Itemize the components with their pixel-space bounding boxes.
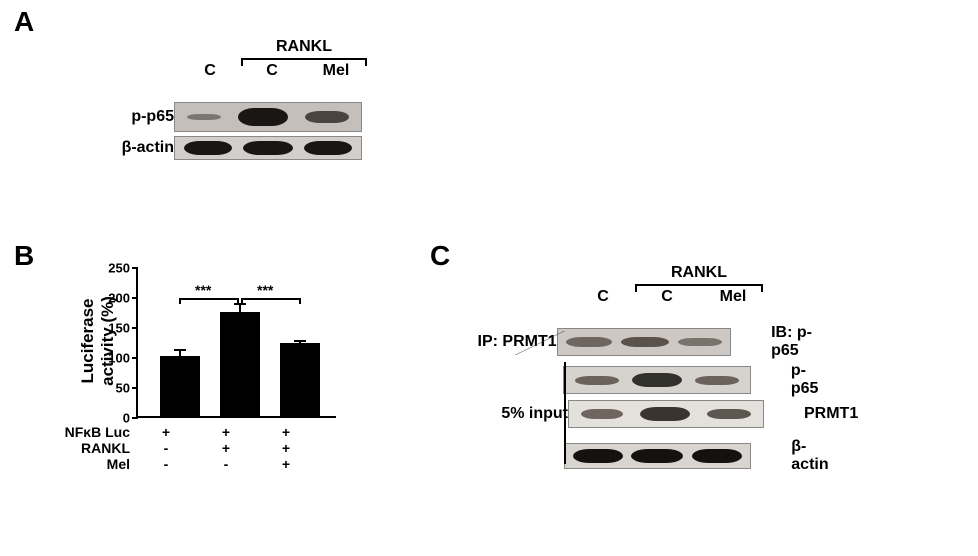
chart-bar	[280, 343, 320, 416]
condition-cell: +	[256, 424, 316, 440]
y-tick-label: 0	[123, 411, 138, 426]
error-bar	[239, 304, 241, 312]
y-tick-label: 250	[108, 261, 138, 276]
condition-row: NFκB Luc+++	[48, 424, 336, 440]
chart-bar	[220, 312, 260, 416]
bar-chart: 050100150200250******	[136, 268, 336, 418]
condition-label: RANKL	[48, 440, 136, 456]
condition-cell: +	[256, 440, 316, 456]
gel-band	[640, 407, 690, 421]
blot-gel	[563, 366, 750, 394]
sig-tick	[237, 298, 239, 304]
condition-cell: -	[136, 456, 196, 472]
lanec-mel: Mel	[700, 288, 766, 306]
blot-right-label: PRMT1	[764, 405, 858, 423]
blot-row: IP: PRMT1IB: p-p65	[470, 324, 832, 360]
condition-label: Mel	[48, 456, 136, 472]
gel-band	[631, 449, 683, 463]
lane-mel: Mel	[304, 62, 368, 80]
error-cap	[294, 340, 306, 342]
gel-band	[243, 141, 293, 155]
gel-band	[305, 111, 349, 123]
gel-band	[573, 449, 623, 463]
condition-cell: +	[256, 456, 316, 472]
panel-c-label: C	[430, 240, 450, 272]
gel-band	[238, 108, 288, 126]
condition-row: RANKL-++	[48, 440, 336, 456]
ylabel-line1: Luciferase	[78, 266, 98, 416]
panel-a-label: A	[14, 6, 34, 38]
condition-cell: +	[196, 440, 256, 456]
gel-band	[678, 338, 722, 346]
sig-tick	[241, 298, 243, 304]
lanec-c1: C	[572, 288, 634, 306]
lane-c1: C	[180, 62, 240, 80]
blot-gel	[557, 328, 731, 356]
blot-right-label: IB: p-p65	[731, 324, 832, 360]
rankl-bracket	[241, 58, 367, 60]
blot-left-label: 5% input	[470, 405, 568, 423]
gel-band	[187, 114, 221, 120]
blot-right-label: p-p65	[751, 362, 832, 398]
blot-row: p-p65	[470, 362, 832, 398]
sig-tick	[179, 298, 181, 304]
gel-band	[581, 409, 623, 419]
blot-right-label: β-actin	[751, 438, 841, 474]
rankl-bracket-c	[635, 284, 763, 286]
y-tick-label: 50	[116, 381, 138, 396]
sig-stars: ***	[195, 282, 211, 298]
rankl-header: RANKL	[240, 38, 368, 56]
gel-band	[707, 409, 751, 419]
panel-b: Luciferase activity (%) 050100150200250*…	[136, 268, 336, 472]
lanec-c2: C	[634, 288, 700, 306]
condition-table: NFκB Luc+++RANKL-++Mel--+	[48, 424, 336, 472]
panel-b-label: B	[14, 240, 34, 272]
gel-band	[621, 337, 669, 347]
sig-stars: ***	[257, 282, 273, 298]
condition-label: NFκB Luc	[48, 424, 136, 440]
y-tick-label: 200	[108, 291, 138, 306]
rankl-header-c: RANKL	[634, 264, 764, 282]
condition-cell: +	[196, 424, 256, 440]
panel-a-headers: RANKL C C Mel	[180, 38, 368, 80]
lane-c2: C	[240, 62, 304, 80]
actin-blot	[174, 136, 362, 160]
blot-gel	[564, 443, 752, 469]
gel-band	[304, 141, 352, 155]
condition-cell: -	[196, 456, 256, 472]
p-p65-blot	[174, 102, 362, 132]
panel-c-headers: RANKL C C Mel	[572, 264, 766, 306]
condition-row: Mel--+	[48, 456, 336, 472]
blot-gel	[568, 400, 764, 428]
y-tick-label: 150	[108, 321, 138, 336]
p-p65-label: p-p65	[112, 108, 174, 126]
chart-bar	[160, 356, 200, 416]
sig-line	[180, 298, 238, 300]
blot-row: β-actin	[470, 438, 841, 474]
condition-cell: -	[136, 440, 196, 456]
error-cap	[174, 349, 186, 351]
gel-band	[632, 373, 682, 387]
y-axis-label: Luciferase activity (%)	[78, 266, 118, 416]
error-cap	[234, 303, 246, 305]
gel-band	[695, 376, 739, 385]
input-bracket-line	[564, 362, 566, 464]
y-tick-label: 100	[108, 351, 138, 366]
sig-tick	[299, 298, 301, 304]
condition-cell: +	[136, 424, 196, 440]
gel-band	[575, 376, 619, 385]
actin-label: β-actin	[112, 139, 174, 157]
sig-line	[242, 298, 300, 300]
blot-row: 5% input PRMT1	[470, 400, 858, 428]
gel-band	[692, 449, 742, 463]
gel-band	[184, 141, 232, 155]
